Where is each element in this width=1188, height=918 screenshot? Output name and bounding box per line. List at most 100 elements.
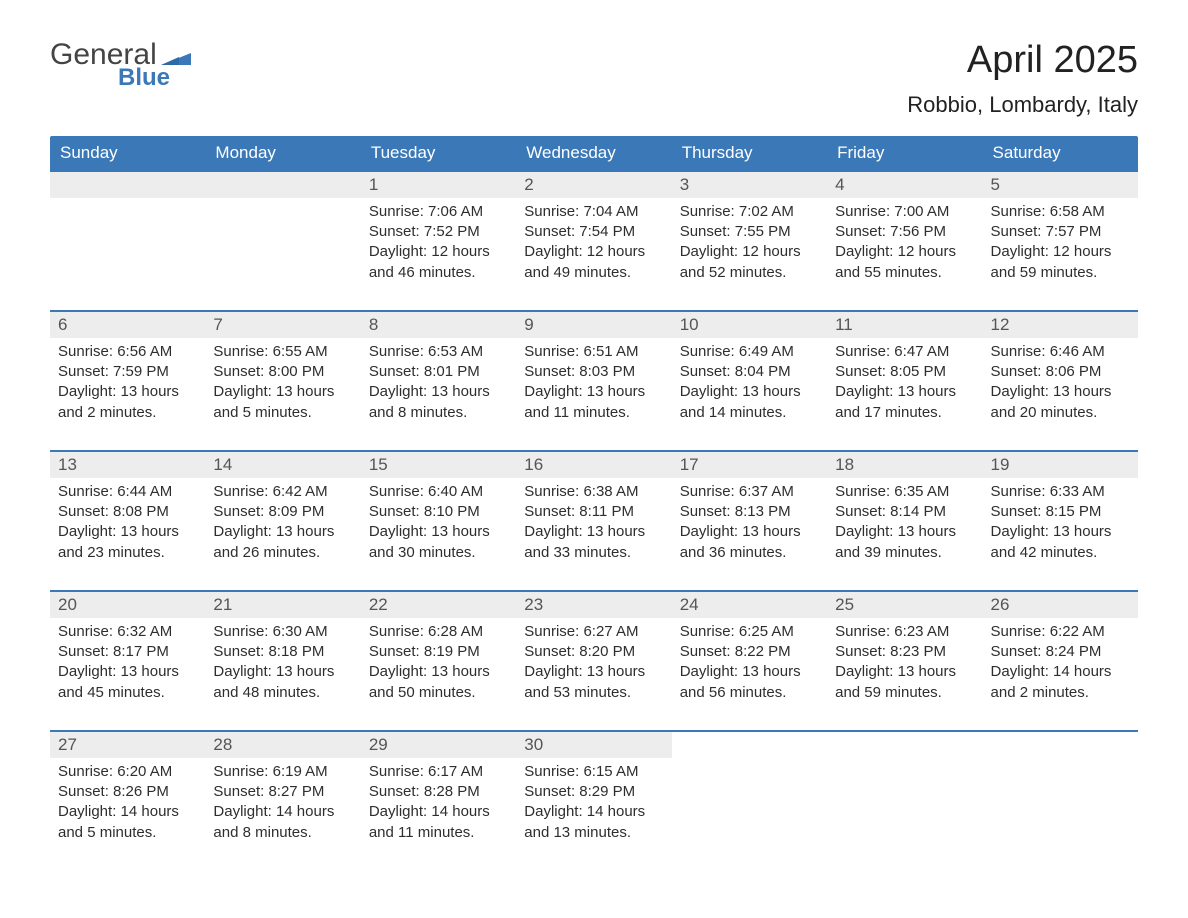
day-sunset: Sunset: 7:54 PM bbox=[524, 222, 663, 242]
calendar-day-cell: 3Sunrise: 7:02 AMSunset: 7:55 PMDaylight… bbox=[672, 171, 827, 311]
day-details: Sunrise: 6:35 AMSunset: 8:14 PMDaylight:… bbox=[827, 478, 982, 571]
day-daylight2: and 48 minutes. bbox=[213, 683, 352, 703]
day-sunrise: Sunrise: 6:40 AM bbox=[369, 482, 508, 502]
day-number: 7 bbox=[205, 312, 360, 338]
day-daylight1: Daylight: 13 hours bbox=[991, 522, 1130, 542]
day-number: 28 bbox=[205, 732, 360, 758]
day-daylight2: and 45 minutes. bbox=[58, 683, 197, 703]
day-daylight1: Daylight: 12 hours bbox=[991, 242, 1130, 262]
day-number: 3 bbox=[672, 172, 827, 198]
day-daylight1: Daylight: 13 hours bbox=[991, 382, 1130, 402]
day-sunrise: Sunrise: 6:44 AM bbox=[58, 482, 197, 502]
day-daylight1: Daylight: 13 hours bbox=[524, 662, 663, 682]
weekday-header: Sunday bbox=[50, 136, 205, 171]
day-details: Sunrise: 6:47 AMSunset: 8:05 PMDaylight:… bbox=[827, 338, 982, 431]
day-sunset: Sunset: 8:24 PM bbox=[991, 642, 1130, 662]
day-daylight1: Daylight: 13 hours bbox=[835, 382, 974, 402]
day-details: Sunrise: 6:28 AMSunset: 8:19 PMDaylight:… bbox=[361, 618, 516, 711]
day-daylight2: and 53 minutes. bbox=[524, 683, 663, 703]
day-daylight2: and 59 minutes. bbox=[991, 263, 1130, 283]
day-sunset: Sunset: 8:08 PM bbox=[58, 502, 197, 522]
day-daylight2: and 55 minutes. bbox=[835, 263, 974, 283]
day-details: Sunrise: 7:06 AMSunset: 7:52 PMDaylight:… bbox=[361, 198, 516, 291]
day-daylight2: and 8 minutes. bbox=[369, 403, 508, 423]
day-sunrise: Sunrise: 6:53 AM bbox=[369, 342, 508, 362]
day-sunset: Sunset: 8:04 PM bbox=[680, 362, 819, 382]
day-sunrise: Sunrise: 6:32 AM bbox=[58, 622, 197, 642]
day-daylight1: Daylight: 13 hours bbox=[213, 662, 352, 682]
calendar-day-cell: 19Sunrise: 6:33 AMSunset: 8:15 PMDayligh… bbox=[983, 451, 1138, 591]
day-sunrise: Sunrise: 6:15 AM bbox=[524, 762, 663, 782]
day-details: Sunrise: 6:37 AMSunset: 8:13 PMDaylight:… bbox=[672, 478, 827, 571]
header: General Blue April 2025 Robbio, Lombardy… bbox=[50, 40, 1138, 118]
logo-text-blue: Blue bbox=[118, 66, 191, 90]
day-details: Sunrise: 6:42 AMSunset: 8:09 PMDaylight:… bbox=[205, 478, 360, 571]
day-daylight1: Daylight: 14 hours bbox=[524, 802, 663, 822]
calendar-day-cell bbox=[827, 731, 982, 871]
day-details: Sunrise: 6:58 AMSunset: 7:57 PMDaylight:… bbox=[983, 198, 1138, 291]
day-daylight1: Daylight: 13 hours bbox=[213, 382, 352, 402]
day-sunrise: Sunrise: 6:37 AM bbox=[680, 482, 819, 502]
calendar-day-cell: 5Sunrise: 6:58 AMSunset: 7:57 PMDaylight… bbox=[983, 171, 1138, 311]
calendar-week-row: 20Sunrise: 6:32 AMSunset: 8:17 PMDayligh… bbox=[50, 591, 1138, 731]
day-sunset: Sunset: 8:11 PM bbox=[524, 502, 663, 522]
day-details: Sunrise: 6:53 AMSunset: 8:01 PMDaylight:… bbox=[361, 338, 516, 431]
weekday-header: Monday bbox=[205, 136, 360, 171]
day-details: Sunrise: 6:15 AMSunset: 8:29 PMDaylight:… bbox=[516, 758, 671, 851]
day-number: 23 bbox=[516, 592, 671, 618]
weekday-header-row: Sunday Monday Tuesday Wednesday Thursday… bbox=[50, 136, 1138, 171]
day-details: Sunrise: 6:49 AMSunset: 8:04 PMDaylight:… bbox=[672, 338, 827, 431]
day-sunset: Sunset: 8:05 PM bbox=[835, 362, 974, 382]
day-sunset: Sunset: 8:06 PM bbox=[991, 362, 1130, 382]
day-sunrise: Sunrise: 7:00 AM bbox=[835, 202, 974, 222]
day-number: 4 bbox=[827, 172, 982, 198]
calendar-day-cell: 16Sunrise: 6:38 AMSunset: 8:11 PMDayligh… bbox=[516, 451, 671, 591]
page-subtitle: Robbio, Lombardy, Italy bbox=[907, 92, 1138, 118]
day-number: 12 bbox=[983, 312, 1138, 338]
day-sunset: Sunset: 7:59 PM bbox=[58, 362, 197, 382]
day-sunrise: Sunrise: 7:02 AM bbox=[680, 202, 819, 222]
calendar-day-cell: 1Sunrise: 7:06 AMSunset: 7:52 PMDaylight… bbox=[361, 171, 516, 311]
day-daylight2: and 36 minutes. bbox=[680, 543, 819, 563]
day-number: 21 bbox=[205, 592, 360, 618]
calendar-day-cell: 12Sunrise: 6:46 AMSunset: 8:06 PMDayligh… bbox=[983, 311, 1138, 451]
day-sunrise: Sunrise: 7:04 AM bbox=[524, 202, 663, 222]
day-details: Sunrise: 6:30 AMSunset: 8:18 PMDaylight:… bbox=[205, 618, 360, 711]
day-number: 17 bbox=[672, 452, 827, 478]
day-number-band bbox=[205, 172, 360, 198]
day-details: Sunrise: 6:22 AMSunset: 8:24 PMDaylight:… bbox=[983, 618, 1138, 711]
day-sunrise: Sunrise: 6:58 AM bbox=[991, 202, 1130, 222]
day-number: 27 bbox=[50, 732, 205, 758]
day-sunset: Sunset: 8:26 PM bbox=[58, 782, 197, 802]
calendar-day-cell: 18Sunrise: 6:35 AMSunset: 8:14 PMDayligh… bbox=[827, 451, 982, 591]
day-daylight1: Daylight: 12 hours bbox=[680, 242, 819, 262]
day-number: 29 bbox=[361, 732, 516, 758]
day-number: 22 bbox=[361, 592, 516, 618]
day-sunset: Sunset: 8:03 PM bbox=[524, 362, 663, 382]
day-sunrise: Sunrise: 7:06 AM bbox=[369, 202, 508, 222]
day-number: 24 bbox=[672, 592, 827, 618]
day-sunrise: Sunrise: 6:19 AM bbox=[213, 762, 352, 782]
page-title: April 2025 bbox=[907, 40, 1138, 82]
day-daylight2: and 39 minutes. bbox=[835, 543, 974, 563]
day-sunrise: Sunrise: 6:20 AM bbox=[58, 762, 197, 782]
day-sunrise: Sunrise: 6:47 AM bbox=[835, 342, 974, 362]
day-daylight2: and 20 minutes. bbox=[991, 403, 1130, 423]
calendar-day-cell: 24Sunrise: 6:25 AMSunset: 8:22 PMDayligh… bbox=[672, 591, 827, 731]
day-details: Sunrise: 6:55 AMSunset: 8:00 PMDaylight:… bbox=[205, 338, 360, 431]
day-details: Sunrise: 6:44 AMSunset: 8:08 PMDaylight:… bbox=[50, 478, 205, 571]
day-details: Sunrise: 6:33 AMSunset: 8:15 PMDaylight:… bbox=[983, 478, 1138, 571]
day-sunrise: Sunrise: 6:25 AM bbox=[680, 622, 819, 642]
day-daylight2: and 59 minutes. bbox=[835, 683, 974, 703]
calendar-table: Sunday Monday Tuesday Wednesday Thursday… bbox=[50, 136, 1138, 871]
calendar-day-cell: 13Sunrise: 6:44 AMSunset: 8:08 PMDayligh… bbox=[50, 451, 205, 591]
day-daylight2: and 2 minutes. bbox=[58, 403, 197, 423]
day-sunrise: Sunrise: 6:55 AM bbox=[213, 342, 352, 362]
calendar-day-cell: 9Sunrise: 6:51 AMSunset: 8:03 PMDaylight… bbox=[516, 311, 671, 451]
day-daylight1: Daylight: 13 hours bbox=[369, 522, 508, 542]
day-details: Sunrise: 6:19 AMSunset: 8:27 PMDaylight:… bbox=[205, 758, 360, 851]
calendar-week-row: 1Sunrise: 7:06 AMSunset: 7:52 PMDaylight… bbox=[50, 171, 1138, 311]
day-details: Sunrise: 6:25 AMSunset: 8:22 PMDaylight:… bbox=[672, 618, 827, 711]
day-daylight2: and 5 minutes. bbox=[58, 823, 197, 843]
day-number: 19 bbox=[983, 452, 1138, 478]
